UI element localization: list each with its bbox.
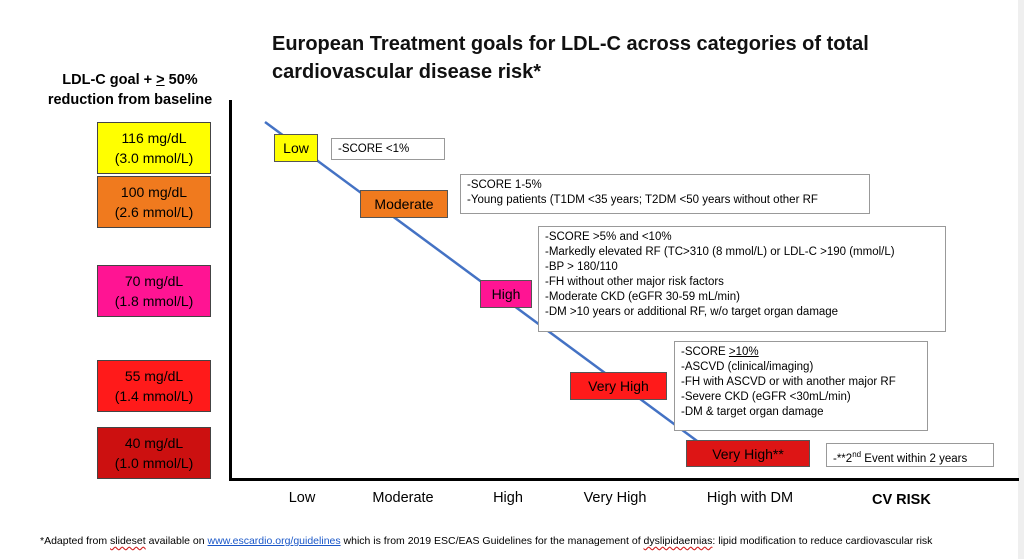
goal-mmol: (1.4 mmol/L)	[114, 388, 194, 404]
goal-mgdl: 116 mg/dL	[121, 130, 187, 146]
x-tick-high-with-dm: High with DM	[706, 490, 794, 506]
criteria-item: -FH with ASCVD or with another major RF	[681, 376, 896, 388]
footnote-text2: available on	[145, 535, 208, 547]
criteria-item: -Moderate CKD (eGFR 30-59 mL/min)	[545, 291, 740, 303]
footnote: *Adapted from slideset available on www.…	[40, 535, 932, 547]
x-tick-very-high: Very High	[583, 490, 647, 506]
risk-box-moderate: Moderate	[360, 190, 448, 218]
x-axis-title: CV RISK	[872, 492, 931, 508]
goal-box-55: 55 mg/dL (1.4 mmol/L)	[97, 360, 211, 412]
risk-box-high: High	[480, 280, 532, 308]
footnote-text1: *Adapted from	[40, 535, 111, 547]
event-prefix: -**2	[833, 452, 853, 465]
y-title-line2: reduction from baseline	[47, 92, 213, 108]
criteria-box-very-high: -SCORE >10% -ASCVD (clinical/imaging) -F…	[674, 341, 928, 431]
criteria-item: -Young patients (T1DM <35 years; T2DM <5…	[467, 194, 818, 206]
goal-mmol: (2.6 mmol/L)	[114, 204, 194, 220]
event-sup: nd	[852, 450, 862, 459]
criteria-item: -DM & target organ damage	[681, 406, 824, 418]
chart-title: European Treatment goals for LDL-C acros…	[272, 33, 869, 83]
criteria-box-low: -SCORE <1%	[331, 138, 445, 160]
criteria-item: -SCORE 1-5%	[467, 179, 542, 191]
y-axis-title: LDL-C goal + > 50% reduction from baseli…	[30, 70, 230, 110]
x-axis-line	[229, 478, 1019, 481]
goal-mgdl: 70 mg/dL	[124, 273, 184, 289]
footnote-slideset: slideset	[110, 535, 146, 547]
criteria-box-very-high-dm: -**2nd Event within 2 years	[826, 443, 994, 467]
footnote-text4: : lipid modification to reduce cardiovas…	[712, 535, 933, 547]
score-value: >10%	[728, 346, 759, 358]
criteria-item-score: -SCORE >10%	[681, 345, 921, 360]
y-title-prefix: LDL-C goal +	[62, 72, 157, 88]
goal-mmol: (3.0 mmol/L)	[114, 150, 194, 166]
y-title-ge-symbol: >	[156, 72, 165, 88]
criteria-item: -SCORE >5% and <10%	[545, 231, 672, 243]
footnote-dyslipidaemias: dyslipidaemias	[643, 535, 713, 547]
goal-box-70: 70 mg/dL (1.8 mmol/L)	[97, 265, 211, 317]
y-axis-line	[229, 100, 232, 480]
criteria-item: -DM >10 years or additional RF, w/o targ…	[545, 306, 839, 318]
criteria-box-high: -SCORE >5% and <10% -Markedly elevated R…	[538, 226, 946, 332]
footnote-text3: which is from 2019 ESC/EAS Guidelines fo…	[340, 535, 644, 547]
criteria-box-moderate: -SCORE 1-5% -Young patients (T1DM <35 ye…	[460, 174, 870, 214]
event-suffix: Event within 2 years	[861, 452, 968, 465]
risk-box-very-high: Very High	[570, 372, 667, 400]
goal-mgdl: 100 mg/dL	[120, 184, 188, 200]
goal-mgdl: 55 mg/dL	[124, 368, 184, 384]
x-tick-high: High	[493, 490, 523, 506]
criteria-item: -SCORE <1%	[338, 143, 410, 155]
goal-box-100: 100 mg/dL (2.6 mmol/L)	[97, 176, 211, 228]
goal-mmol: (1.0 mmol/L)	[114, 455, 194, 471]
score-prefix: -SCORE	[681, 346, 729, 358]
risk-box-very-high-dm: Very High**	[686, 440, 810, 467]
criteria-item: -BP > 180/110	[545, 261, 618, 273]
criteria-item: -Markedly elevated RF (TC>310 (8 mmol/L)…	[545, 246, 895, 258]
x-tick-moderate: Moderate	[372, 490, 434, 506]
criteria-item: -ASCVD (clinical/imaging)	[681, 361, 814, 373]
criteria-item: -FH without other major risk factors	[545, 276, 724, 288]
x-tick-low: Low	[288, 490, 316, 506]
criteria-item: -Severe CKD (eGFR <30mL/min)	[681, 391, 851, 403]
escardio-link[interactable]: www.escardio.org/guidelines	[207, 535, 341, 547]
y-title-suffix: 50%	[164, 72, 198, 88]
goal-mgdl: 40 mg/dL	[124, 435, 184, 451]
goal-mmol: (1.8 mmol/L)	[114, 293, 194, 309]
goal-box-116: 116 mg/dL (3.0 mmol/L)	[97, 122, 211, 174]
frame-edge	[1018, 0, 1024, 559]
risk-box-low: Low	[274, 134, 318, 162]
goal-box-40: 40 mg/dL (1.0 mmol/L)	[97, 427, 211, 479]
